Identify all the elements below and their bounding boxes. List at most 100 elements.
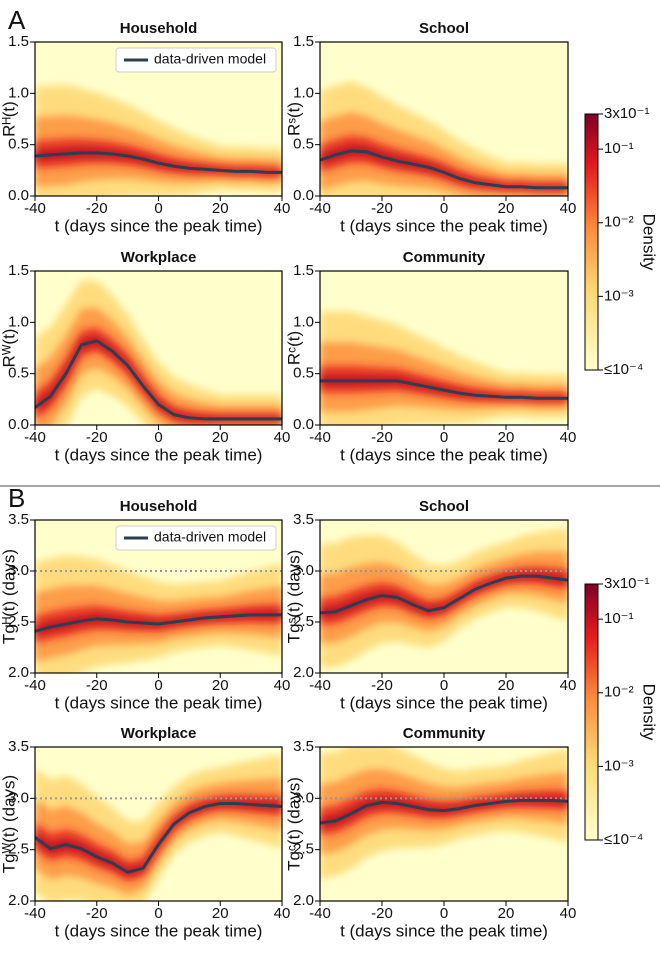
- x-tick-label: 0: [154, 429, 162, 446]
- x-tick-label: -40: [24, 429, 46, 446]
- y-tick-label: 3.5: [8, 738, 29, 755]
- x-axis-label: t (days since the peak time): [55, 216, 263, 235]
- x-tick-label: 40: [274, 429, 291, 446]
- y-tick-label: 2.5: [8, 613, 29, 630]
- y-tick-label: 0.5: [293, 136, 314, 153]
- subplot: -40 -20 0 20 40 0.0 0.5 1.0 1.5 Household t (days …: [0, 20, 290, 236]
- x-tick-label: 20: [498, 200, 515, 217]
- y-tick-label: 1.5: [8, 262, 29, 279]
- y-tick-label: 2.0: [8, 892, 29, 909]
- x-tick-label: -20: [371, 200, 393, 217]
- y-tick-label: 1.0: [293, 84, 314, 101]
- y-tick-label: 1.5: [293, 33, 314, 50]
- x-tick-label: 20: [212, 905, 229, 922]
- subplot-title: School: [419, 20, 469, 37]
- legend-box: [115, 47, 277, 73]
- y-tick-label: 3.0: [293, 562, 314, 579]
- subplot: -40 -20 0 20 40 0.0 0.5 1.0 1.5 Workplace t (days …: [0, 249, 290, 465]
- subplot-title: School: [419, 498, 469, 515]
- x-axis-label: t (days since the peak time): [55, 445, 263, 464]
- y-tick-label: 0.5: [293, 365, 314, 382]
- y-tick-label: 2.5: [293, 613, 314, 630]
- y-tick-label: 0.5: [8, 365, 29, 382]
- x-axis-label: t (days since the peak time): [340, 921, 548, 940]
- y-tick-label: 1.5: [293, 262, 314, 279]
- x-tick-label: 0: [154, 677, 162, 694]
- colorbar-tick-label: ≤10⁻⁴: [604, 831, 643, 848]
- x-tick-label: -20: [371, 905, 393, 922]
- series-line: [35, 613, 282, 633]
- x-tick-label: 40: [560, 677, 577, 694]
- density: [320, 528, 568, 668]
- x-tick-label: 40: [560, 429, 577, 446]
- legend-label: data-driven model: [154, 51, 266, 67]
- colorbar-tick-label: 10⁻³: [604, 757, 634, 774]
- colorbar-tick-label: 10⁻¹: [604, 140, 634, 157]
- colorbar-tick-label: 10⁻³: [604, 287, 634, 304]
- y-axis-label: Tgˢ(t) (days): [284, 550, 303, 644]
- y-tick-label: 2.5: [8, 841, 29, 858]
- x-tick-label: -40: [309, 677, 331, 694]
- legend-box: [115, 525, 277, 551]
- y-axis-label: Tgᶜ(t) (days): [284, 777, 303, 871]
- x-tick-label: -20: [86, 905, 108, 922]
- y-tick-label: 1.0: [8, 313, 29, 330]
- density-band: [320, 135, 568, 193]
- x-tick-label: -20: [86, 200, 108, 217]
- x-tick-label: -20: [86, 677, 108, 694]
- y-tick-label: 1.0: [293, 313, 314, 330]
- x-tick-label: -40: [309, 905, 331, 922]
- series-line: [320, 574, 568, 615]
- y-axis-label: Rᴴ(t): [0, 101, 18, 137]
- y-tick-label: 0.0: [293, 416, 314, 433]
- y-axis-label: Rˢ(t): [284, 102, 303, 136]
- subplot: -40 -20 0 20 40 2.0 2.5 3.0 3.5 School t (days sin…: [284, 498, 576, 713]
- colorbar-tick-label: 10⁻²: [604, 214, 634, 231]
- x-tick-label: 20: [212, 429, 229, 446]
- y-axis-label: Tgᵂ(t) (days): [0, 775, 18, 873]
- y-axis-label: Tgᴴ(t) (days): [0, 549, 18, 644]
- x-tick-label: 0: [440, 429, 448, 446]
- series-line: [35, 339, 282, 421]
- colorbar-tick-label: 10⁻¹: [604, 610, 634, 627]
- y-tick-label: 3.5: [293, 738, 314, 755]
- subplot-title: Workplace: [121, 725, 197, 742]
- series-line: [35, 151, 282, 174]
- y-tick-label: 1.0: [8, 84, 29, 101]
- x-tick-label: 0: [440, 677, 448, 694]
- x-tick-label: -40: [309, 429, 331, 446]
- y-tick-label: 3.5: [293, 511, 314, 528]
- density: [320, 81, 568, 196]
- x-tick-label: 0: [154, 905, 162, 922]
- subplot-title: Household: [120, 498, 198, 515]
- y-tick-label: 2.5: [293, 841, 314, 858]
- subplot-title: Community: [403, 725, 486, 742]
- x-tick-label: 40: [560, 905, 577, 922]
- y-axis-label: Rᶜ(t): [284, 331, 303, 365]
- y-tick-label: 3.0: [293, 789, 314, 806]
- colorbar-label: Density: [640, 684, 659, 741]
- density-band: [35, 148, 282, 174]
- colorbar-label: Density: [640, 214, 659, 271]
- subplot: -40 -20 0 20 40 2.0 2.5 3.0 3.5 Household t (days …: [0, 498, 290, 713]
- x-tick-label: 40: [560, 200, 577, 217]
- density-band: [35, 138, 282, 177]
- panel-label: B: [8, 483, 25, 513]
- x-axis-label: t (days since the peak time): [340, 693, 548, 712]
- legend-label: data-driven model: [154, 529, 266, 545]
- x-axis-label: t (days since the peak time): [55, 921, 263, 940]
- y-tick-label: 0.5: [8, 136, 29, 153]
- x-tick-label: 20: [498, 429, 515, 446]
- colorbar-tick-label: 3x10⁻¹: [604, 575, 649, 592]
- x-tick-label: -20: [86, 429, 108, 446]
- x-tick-label: 40: [274, 905, 291, 922]
- density-band: [320, 365, 568, 403]
- legend: data-driven model: [115, 47, 277, 73]
- colorbar-tick-label: ≤10⁻⁴: [604, 361, 643, 378]
- y-tick-label: 3.0: [8, 789, 29, 806]
- x-tick-label: -40: [24, 200, 46, 217]
- series-line: [320, 798, 568, 825]
- panel-label: A: [8, 5, 26, 35]
- subplot-title: Community: [403, 249, 486, 266]
